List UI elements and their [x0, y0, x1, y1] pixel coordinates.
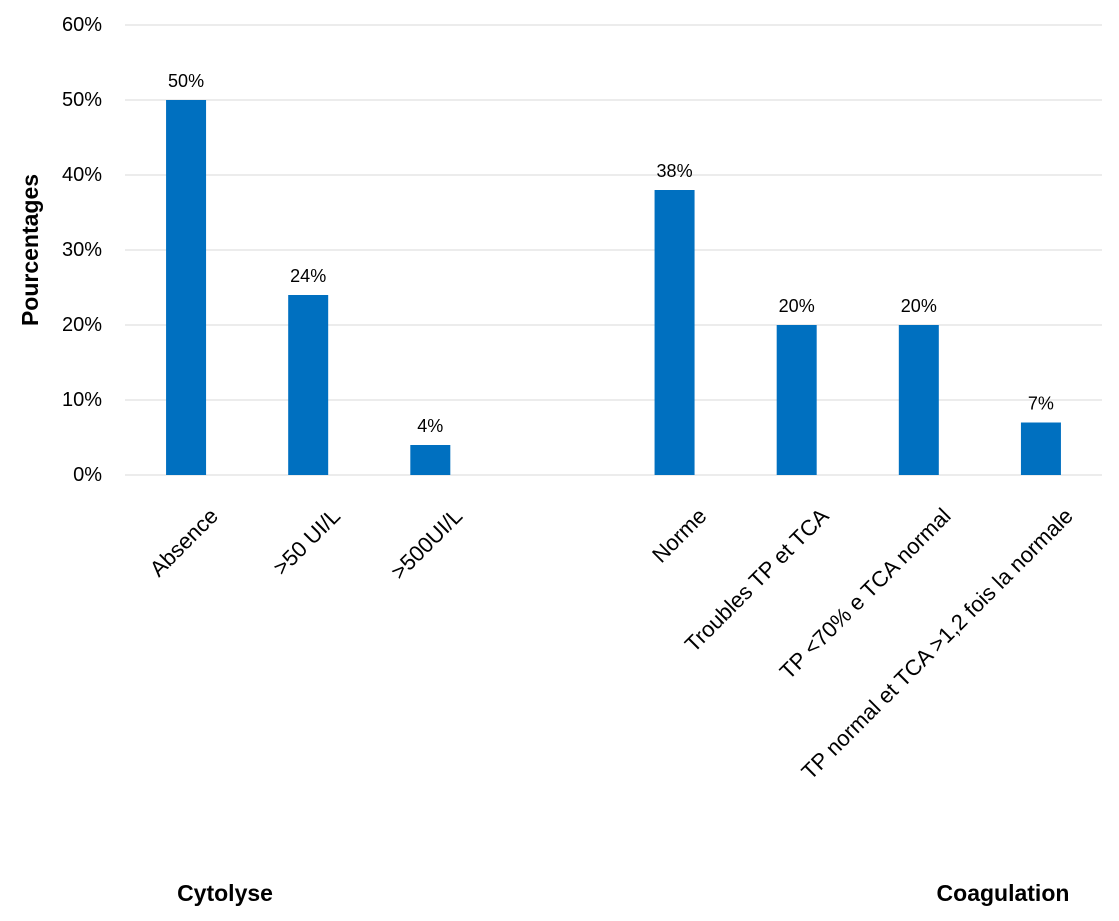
- data-label: 4%: [417, 416, 443, 436]
- group-label-cytolyse: Cytolyse: [177, 880, 273, 906]
- gridlines: [125, 24, 1102, 476]
- y-tick-label: 0%: [73, 464, 102, 486]
- bar: [288, 295, 329, 475]
- y-tick-label: 30%: [62, 239, 102, 261]
- data-labels: 50% 24% 4% 38% 20% 20% 7%: [168, 71, 1054, 436]
- data-label: 24%: [290, 266, 326, 286]
- bar: [776, 325, 817, 475]
- data-label: 38%: [657, 161, 693, 181]
- y-tick-label: 50%: [62, 89, 102, 111]
- data-label: 20%: [779, 296, 815, 316]
- data-label: 7%: [1028, 394, 1054, 414]
- bar: [410, 445, 451, 475]
- category-label: Absence: [145, 503, 223, 581]
- category-label: >500UI/L: [386, 503, 467, 584]
- category-label: Norme: [647, 503, 711, 567]
- y-axis-title: Pourcentages: [17, 174, 43, 326]
- y-tick-label: 60%: [62, 14, 102, 36]
- bar: [898, 325, 939, 475]
- group-label-coagulation: Coagulation: [937, 880, 1070, 906]
- bar: [166, 100, 207, 475]
- data-label: 20%: [901, 296, 937, 316]
- bar: [1020, 422, 1061, 475]
- category-label: TP normal et TCA >1,2 fois la normale: [797, 503, 1078, 784]
- y-tick-label: 10%: [62, 389, 102, 411]
- category-label: >50 UI/L: [268, 503, 345, 580]
- data-label: 50%: [168, 71, 204, 91]
- y-tick-label: 20%: [62, 314, 102, 336]
- bar: [654, 190, 695, 475]
- y-axis-ticks: 0% 10% 20% 30% 40% 50% 60%: [62, 14, 102, 486]
- y-tick-label: 40%: [62, 164, 102, 186]
- bars: [166, 100, 1061, 475]
